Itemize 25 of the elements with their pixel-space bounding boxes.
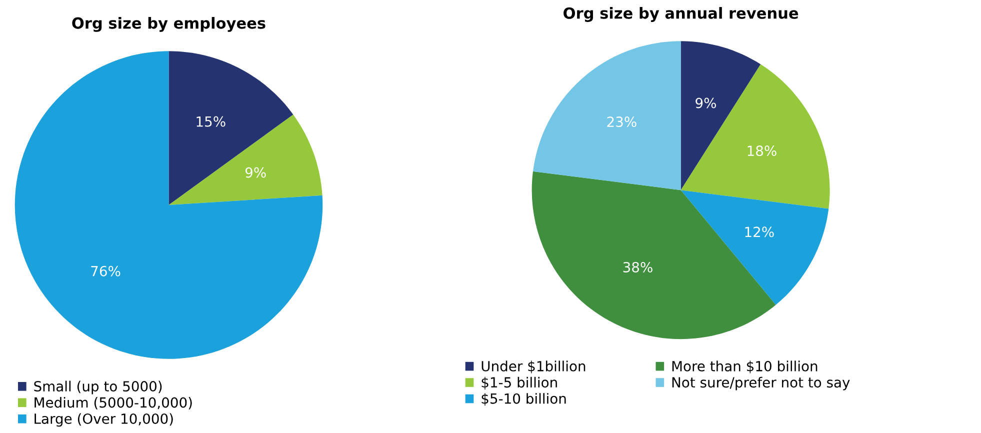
legend-label: $5-10 billion: [482, 393, 566, 406]
chart-title: Org size by employees: [72, 17, 266, 32]
pie-slice: [532, 41, 681, 190]
data-label: 18%: [748, 146, 776, 156]
legend-label: $1-5 billion: [482, 376, 557, 390]
pie-slice: [680, 190, 829, 305]
legend-label: Small (up to 5000): [34, 380, 162, 394]
data-label: 23%: [607, 116, 636, 128]
chart-title: Org size by annual revenue: [564, 7, 798, 22]
data-label: 12%: [745, 226, 774, 238]
data-label: 76%: [91, 266, 120, 276]
data-label: 9%: [245, 167, 266, 178]
pie-slice: [168, 114, 322, 206]
legend-label: Not sure/prefer not to say: [672, 376, 850, 390]
data-label: 38%: [623, 262, 652, 272]
data-label: 9%: [696, 98, 716, 108]
legend-label: Large (Over 10,000): [34, 413, 173, 427]
legend-label: More than $10 billion: [672, 360, 818, 374]
data-label: 15%: [196, 116, 226, 127]
pie-slice: [14, 51, 323, 359]
pie-slice: [168, 51, 294, 206]
pie-slice: [680, 64, 830, 209]
legend-label: Under $1billion: [482, 360, 586, 374]
legend-label: Medium (5000-10,000): [34, 396, 192, 410]
pie-slice: [532, 171, 776, 340]
